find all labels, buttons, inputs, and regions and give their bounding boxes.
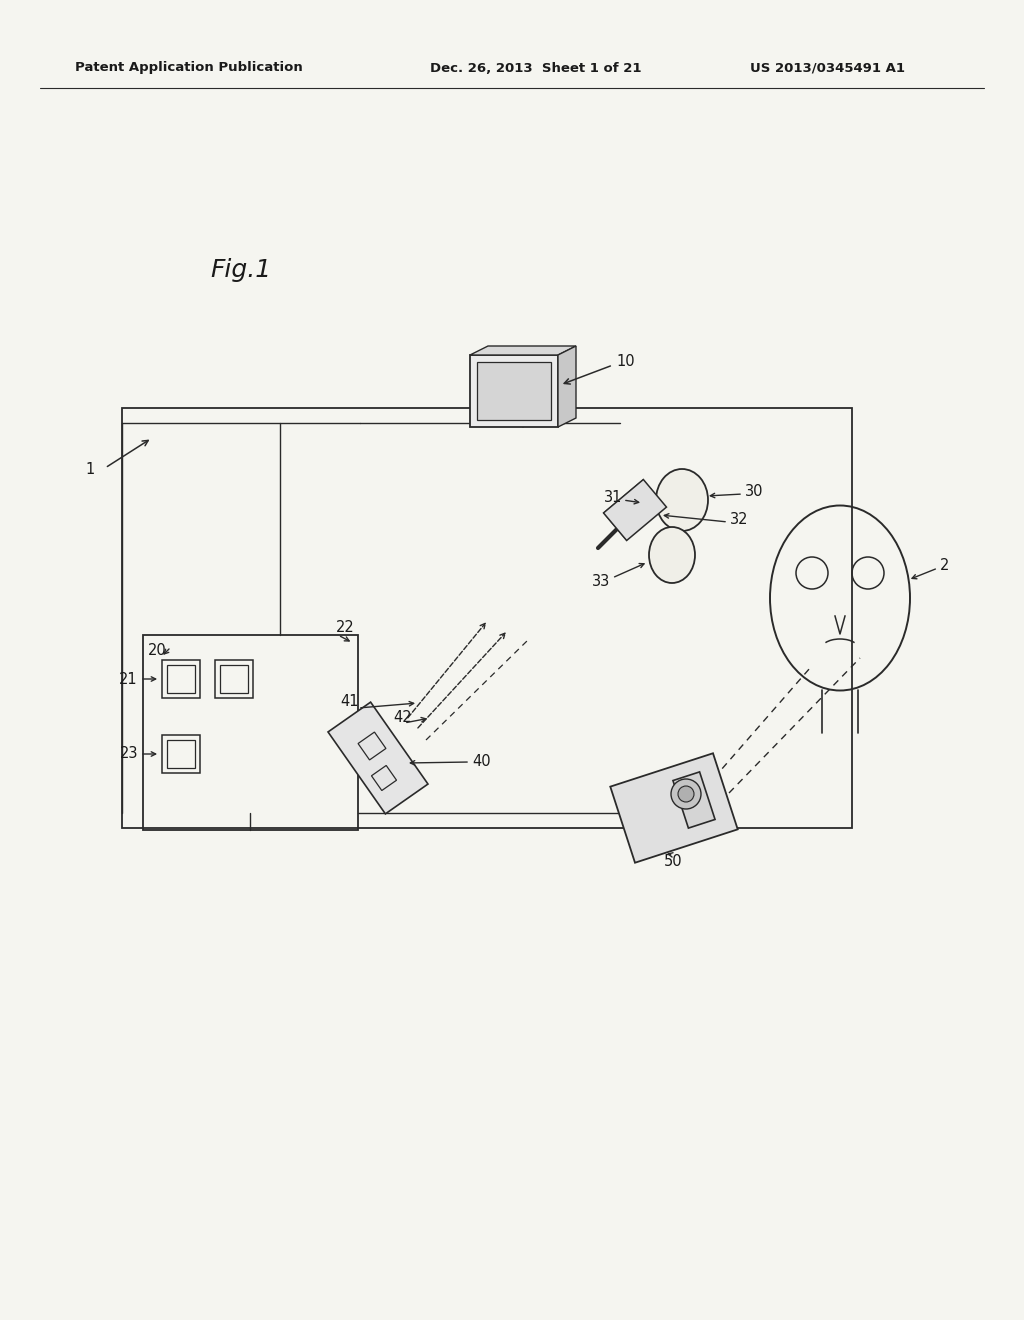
- Bar: [162, 660, 200, 698]
- Polygon shape: [673, 772, 715, 828]
- Polygon shape: [328, 702, 428, 814]
- Polygon shape: [603, 479, 667, 540]
- Polygon shape: [610, 754, 737, 863]
- Polygon shape: [470, 346, 575, 355]
- Text: 40: 40: [472, 755, 490, 770]
- Circle shape: [671, 779, 701, 809]
- Bar: [470, 355, 558, 426]
- Text: Dec. 26, 2013  Sheet 1 of 21: Dec. 26, 2013 Sheet 1 of 21: [430, 62, 641, 74]
- Polygon shape: [558, 346, 575, 426]
- Circle shape: [678, 785, 694, 803]
- Text: 23: 23: [120, 747, 138, 762]
- Text: 32: 32: [730, 512, 749, 528]
- Text: 22: 22: [336, 620, 354, 635]
- Bar: [220, 665, 248, 693]
- Bar: [477, 362, 551, 420]
- Bar: [143, 635, 358, 830]
- Text: 10: 10: [616, 355, 635, 370]
- Text: 21: 21: [120, 672, 138, 686]
- Text: US 2013/0345491 A1: US 2013/0345491 A1: [750, 62, 905, 74]
- Text: 41: 41: [341, 694, 359, 710]
- Text: 33: 33: [592, 574, 610, 590]
- Text: 30: 30: [745, 484, 764, 499]
- Bar: [162, 735, 200, 774]
- Text: 2: 2: [940, 557, 949, 573]
- Text: Fig.1: Fig.1: [210, 257, 271, 282]
- Text: 50: 50: [664, 854, 682, 870]
- Text: 20: 20: [148, 643, 167, 657]
- Bar: [215, 660, 253, 698]
- Text: 42: 42: [393, 710, 412, 725]
- Text: 1: 1: [86, 462, 95, 478]
- Ellipse shape: [656, 469, 708, 531]
- Text: 31: 31: [603, 491, 622, 506]
- Bar: [167, 665, 195, 693]
- Text: Patent Application Publication: Patent Application Publication: [75, 62, 303, 74]
- Bar: [167, 741, 195, 768]
- Ellipse shape: [649, 527, 695, 583]
- Bar: [122, 408, 852, 828]
